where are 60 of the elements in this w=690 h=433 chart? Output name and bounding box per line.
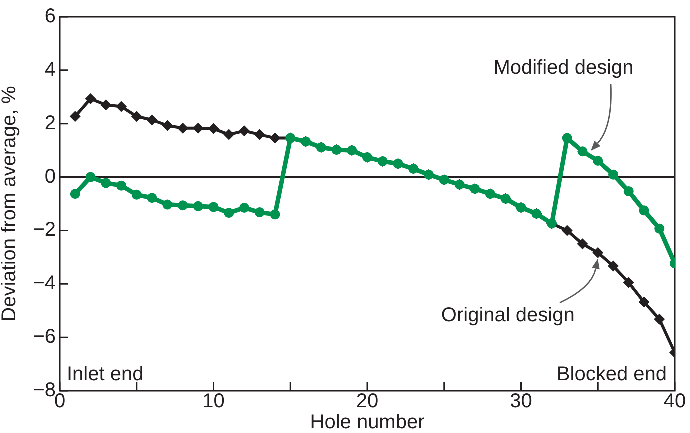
point (654, 224, 665, 234)
point (116, 180, 126, 191)
point (239, 126, 250, 137)
annotation: Blocked end (556, 364, 667, 386)
point (623, 277, 634, 288)
point (86, 172, 96, 182)
y-tick-label: 2 (44, 112, 56, 134)
point (240, 203, 250, 214)
text: Modified design (494, 57, 634, 80)
annotation: Inlet end (67, 364, 144, 386)
point (224, 208, 234, 218)
point (208, 123, 220, 134)
point (208, 202, 219, 212)
x-tick-label: 40 (664, 390, 686, 413)
point (178, 200, 188, 211)
point (608, 260, 619, 272)
point (162, 120, 174, 132)
y-tick-label: −8 (33, 380, 56, 402)
point (192, 122, 204, 134)
point (224, 129, 235, 140)
x-tick-label: 10 (202, 390, 225, 413)
point (270, 132, 281, 144)
point (577, 238, 588, 250)
point (592, 247, 604, 258)
point (131, 111, 142, 122)
y-tick-label: −6 (33, 326, 56, 348)
y-tick-label: 4 (44, 58, 56, 81)
point (270, 210, 280, 220)
point (132, 190, 142, 200)
y-axis-title: Deviation from average, % (0, 86, 21, 322)
x-axis-title: Hole number (310, 412, 426, 433)
point (624, 186, 634, 196)
point (85, 94, 96, 105)
point (162, 200, 173, 210)
point (639, 206, 650, 216)
point (638, 296, 650, 308)
point (654, 314, 666, 325)
point (116, 101, 127, 112)
point (562, 225, 573, 236)
point (608, 170, 618, 180)
point (578, 146, 588, 157)
y-tick-label: −4 (33, 272, 56, 295)
point (593, 156, 604, 166)
point (100, 100, 112, 111)
y-tick-label: 0 (44, 166, 56, 188)
x-tick-label: 20 (356, 390, 379, 413)
x-tick-label: 30 (510, 390, 532, 413)
point (254, 208, 265, 218)
point (147, 193, 158, 204)
text: Original design (441, 304, 575, 326)
point (178, 122, 188, 134)
point (146, 114, 158, 126)
y-tick-label: 6 (44, 6, 56, 28)
point (562, 133, 572, 144)
point (193, 201, 204, 212)
point (70, 111, 81, 122)
y-tick-label: −2 (33, 219, 56, 242)
point (254, 129, 266, 140)
point (70, 189, 80, 200)
point (101, 178, 112, 188)
